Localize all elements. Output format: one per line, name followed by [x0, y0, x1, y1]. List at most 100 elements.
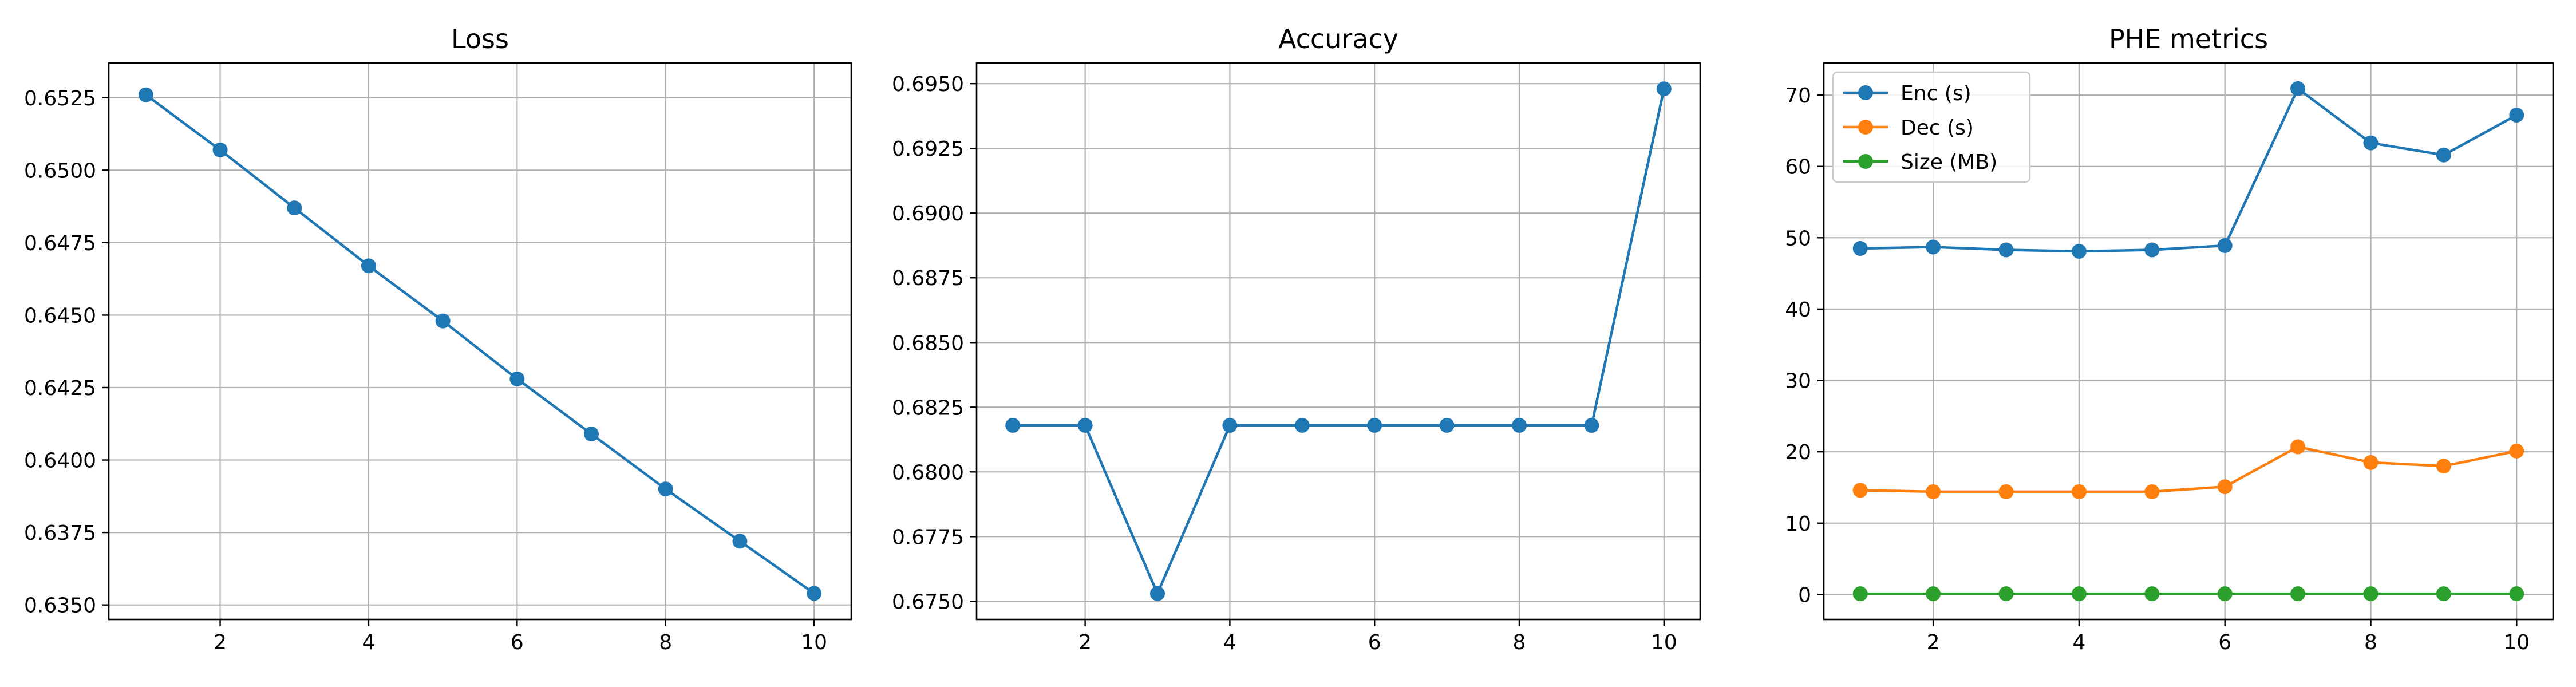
phe-metrics-point-dec-s — [2290, 439, 2306, 455]
accuracy-point-series-1 — [1150, 586, 1165, 601]
accuracy-y-tick-label: 0.6850 — [892, 331, 964, 355]
accuracy-x-tick-label: 4 — [1223, 631, 1236, 654]
phe-metrics-point-enc-s — [2290, 81, 2306, 96]
phe-metrics-point-dec-s — [1998, 484, 2014, 499]
phe-metrics-point-enc-s — [2363, 135, 2379, 151]
phe-metrics-point-enc-s — [1852, 241, 1868, 256]
phe-metrics-point-size-mb — [1998, 586, 2014, 602]
phe-metrics-point-size-mb — [1926, 586, 1941, 602]
phe-metrics-legend: Enc (s) Dec (s) Size (MB) — [1832, 71, 2031, 183]
loss-y-tick-label: 0.6500 — [24, 159, 96, 183]
accuracy-axes-frame — [975, 62, 1701, 621]
loss-y-tick-label: 0.6425 — [24, 377, 96, 400]
loss-grid — [109, 63, 851, 619]
phe-metrics-point-size-mb — [1852, 586, 1868, 602]
accuracy-point-series-1 — [1656, 81, 1672, 97]
loss-y-tick-label: 0.6350 — [24, 594, 96, 618]
phe-metrics-legend-entry: Dec (s) — [1843, 116, 1974, 140]
accuracy-series-series-1 — [1005, 81, 1672, 601]
phe-metrics-panel: PHE metrics 2 4 6 8 10 0 10 20 30 40 50 60 70 Enc (s)… — [1785, 23, 2554, 654]
loss-point-series-1 — [435, 313, 451, 329]
phe-metrics-point-dec-s — [2071, 484, 2087, 499]
loss-axes-frame — [108, 62, 852, 621]
accuracy-y-tick-label: 0.6950 — [892, 73, 964, 96]
phe-metrics-point-size-mb — [2436, 586, 2451, 602]
phe-metrics-line-dec-s — [1860, 445, 2517, 493]
phe-metrics-line-enc-s — [1860, 87, 2518, 253]
accuracy-point-series-1 — [1367, 417, 1382, 433]
loss-y-tick-label: 0.6400 — [24, 449, 96, 473]
phe-metrics-x-tick-label: 2 — [1927, 631, 1940, 654]
phe-metrics-point-dec-s — [2217, 479, 2233, 495]
loss-series-series-1 — [138, 87, 822, 601]
loss-y-tick-label: 0.6475 — [24, 232, 96, 255]
accuracy-line-series-1 — [1013, 88, 1665, 595]
phe-metrics-x-tick-label: 6 — [2218, 631, 2231, 654]
phe-metrics-legend-entry: Size (MB) — [1843, 151, 1997, 174]
phe-metrics-x-tick-label: 4 — [2072, 631, 2085, 654]
accuracy-y-tick-label: 0.6900 — [892, 202, 964, 226]
loss-point-series-1 — [361, 258, 376, 274]
phe-metrics-point-size-mb — [2363, 586, 2379, 602]
phe-metrics-point-enc-s — [2071, 243, 2087, 259]
phe-metrics-point-enc-s — [2436, 147, 2451, 163]
phe-metrics-y-tick-label: 40 — [1785, 298, 1811, 322]
accuracy-point-series-1 — [1294, 417, 1310, 433]
loss-point-series-1 — [732, 534, 748, 549]
phe-metrics-legend-label: Size (MB) — [1901, 151, 1997, 174]
phe-metrics-grid — [1824, 63, 2553, 619]
phe-metrics-x-tick-label: 10 — [2503, 631, 2530, 654]
loss-x-tick-label: 8 — [659, 631, 672, 654]
loss-point-series-1 — [287, 200, 302, 216]
phe-metrics-y-tick-label: 30 — [1785, 370, 1811, 393]
accuracy-panel-title: Accuracy — [1278, 23, 1398, 54]
loss-point-series-1 — [658, 481, 673, 497]
phe-metrics-panel-title: PHE metrics — [2109, 23, 2268, 54]
phe-metrics-legend-marker — [1858, 85, 1873, 100]
accuracy-y-tick-label: 0.6800 — [892, 461, 964, 484]
accuracy-y-tick-label: 0.6925 — [892, 137, 964, 161]
phe-metrics-y-tick-label: 50 — [1785, 227, 1811, 250]
accuracy-y-tick-label: 0.6875 — [892, 267, 964, 290]
loss-x-tick-label: 10 — [801, 631, 827, 654]
phe-metrics-point-dec-s — [2436, 459, 2451, 474]
phe-metrics-point-size-mb — [2144, 586, 2160, 602]
phe-metrics-point-enc-s — [2217, 238, 2233, 254]
phe-metrics-point-size-mb — [2071, 586, 2087, 602]
accuracy-point-series-1 — [1439, 417, 1455, 433]
phe-metrics-y-tick-label: 10 — [1785, 512, 1811, 536]
loss-x-tick-label: 4 — [362, 631, 375, 654]
accuracy-point-series-1 — [1077, 417, 1093, 433]
phe-metrics-legend-marker — [1858, 120, 1873, 135]
loss-line-series-1 — [145, 93, 815, 595]
loss-point-series-1 — [509, 371, 525, 386]
loss-point-series-1 — [212, 142, 228, 157]
accuracy-x-tick-label: 6 — [1368, 631, 1381, 654]
phe-metrics-point-dec-s — [2144, 484, 2160, 499]
loss-point-series-1 — [584, 427, 599, 441]
accuracy-panel: Accuracy 2 4 6 8 10 0.6750 0.6775 0.6800 0.6825 0… — [892, 23, 1701, 654]
phe-metrics-y-tick-label: 60 — [1785, 156, 1811, 179]
accuracy-point-series-1 — [1512, 417, 1527, 433]
accuracy-point-series-1 — [1005, 417, 1021, 433]
phe-metrics-point-dec-s — [1852, 483, 1868, 498]
phe-metrics-legend-box — [1832, 71, 2031, 183]
loss-y-tick-label: 0.6525 — [24, 87, 96, 110]
accuracy-point-series-1 — [1584, 417, 1599, 433]
phe-metrics-point-enc-s — [2509, 107, 2524, 123]
phe-metrics-y-tick-label: 0 — [1798, 583, 1811, 607]
phe-metrics-series-enc-s — [1852, 81, 2524, 259]
accuracy-y-tick-label: 0.6750 — [892, 590, 964, 614]
loss-panel: Loss 2 4 6 8 10 0.6350 0.6375 0.6400 0.6425 0.645… — [24, 23, 852, 654]
phe-metrics-point-dec-s — [2363, 455, 2379, 470]
phe-metrics-series-size-mb — [1852, 586, 2524, 602]
phe-metrics-legend-label: Dec (s) — [1901, 116, 1974, 140]
accuracy-grid — [977, 63, 1700, 619]
phe-metrics-point-dec-s — [1926, 484, 1941, 499]
phe-metrics-point-enc-s — [1926, 239, 1941, 255]
accuracy-point-series-1 — [1222, 417, 1238, 433]
loss-y-tick-label: 0.6375 — [24, 522, 96, 545]
phe-metrics-x-tick-label: 8 — [2364, 631, 2377, 654]
